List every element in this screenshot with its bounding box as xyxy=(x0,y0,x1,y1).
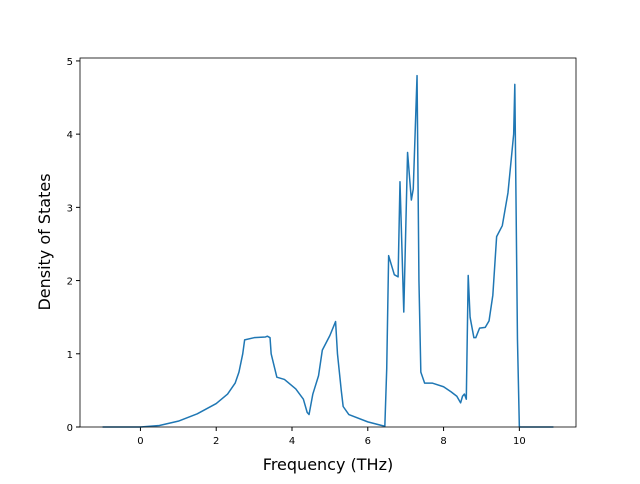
x-tick-label: 8 xyxy=(440,436,446,447)
y-tick-label: 3 xyxy=(67,203,73,214)
x-tick-label: 10 xyxy=(513,436,526,447)
y-tick-label: 2 xyxy=(67,277,73,288)
x-tick-label: 0 xyxy=(137,436,143,447)
plot-frame xyxy=(79,57,577,428)
y-tick-label: 4 xyxy=(67,130,73,141)
y-axis-label: Density of States xyxy=(35,173,54,310)
data-line xyxy=(102,74,554,428)
y-tick-label: 1 xyxy=(67,350,73,361)
x-axis-label: Frequency (THz) xyxy=(263,455,393,474)
x-tick-label: 6 xyxy=(365,436,371,447)
y-tick-label: 0 xyxy=(67,423,73,434)
x-tick-label: 2 xyxy=(213,436,219,447)
x-tick-label: 4 xyxy=(289,436,295,447)
y-tick-label: 5 xyxy=(67,57,73,68)
